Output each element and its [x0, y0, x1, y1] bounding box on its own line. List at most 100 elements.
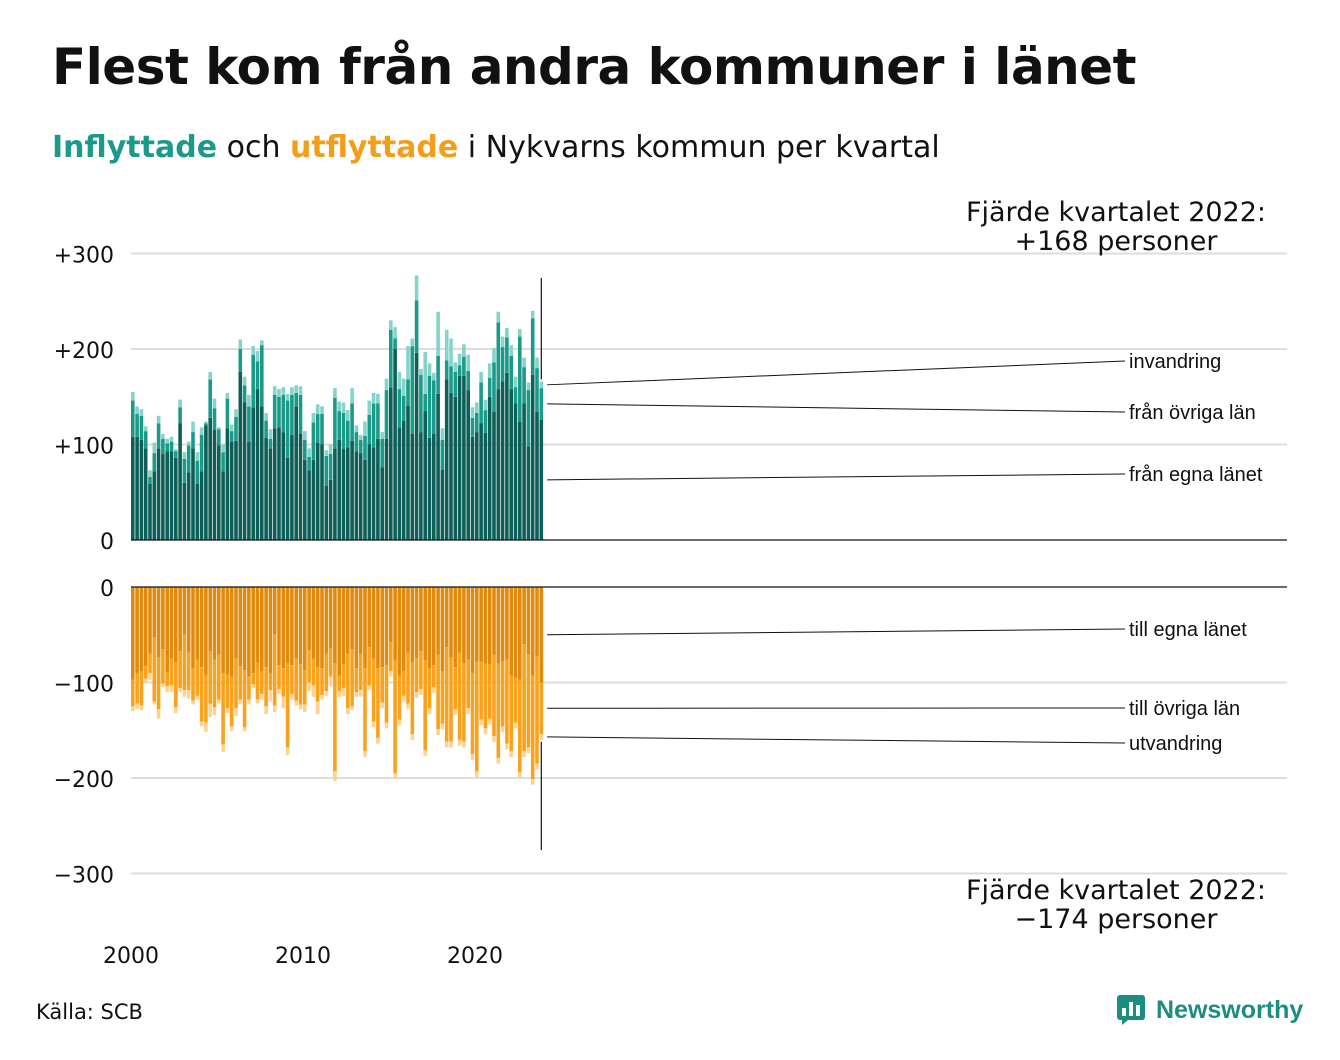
bar-inflyttade-invandring: [221, 444, 225, 453]
labels: från egna länet till egna länet från övrig…: [540, 197, 1266, 935]
bar-inflyttade-invandring: [260, 340, 264, 346]
bar-utflyttade-ovriga-lan: [208, 650, 212, 704]
bar-inflyttade-ovriga-lan: [195, 460, 200, 484]
bar-utflyttade-utvandring: [341, 688, 346, 696]
bar-inflyttade-egna-lanet: [530, 374, 535, 540]
bar-utflyttade-ovriga-lan: [337, 675, 341, 692]
bar-utflyttade-ovriga-lan: [143, 666, 148, 679]
bar-utflyttade-ovriga-lan: [496, 663, 501, 758]
bar-inflyttade-egna-lanet: [535, 412, 539, 540]
bar-utflyttade-ovriga-lan: [320, 668, 324, 695]
bar-utflyttade-egna-lanet: [294, 587, 298, 659]
bar-utflyttade-egna-lanet: [242, 587, 247, 671]
bar-inflyttade-egna-lanet: [186, 472, 191, 540]
bar-utflyttade-utvandring: [380, 702, 384, 709]
bar-utflyttade-utvandring: [522, 751, 526, 757]
bar-utflyttade-egna-lanet: [444, 587, 449, 648]
bar-utflyttade-egna-lanet: [303, 587, 307, 671]
bar-inflyttade-egna-lanet: [242, 402, 247, 540]
bar-utflyttade-utvandring: [337, 691, 341, 697]
bar-inflyttade-invandring: [333, 388, 337, 398]
bar-inflyttade-invandring: [161, 433, 165, 439]
bar-utflyttade-egna-lanet: [354, 587, 359, 669]
bar-inflyttade-invandring: [182, 452, 187, 459]
bar-utflyttade-ovriga-lan: [376, 668, 380, 738]
bar-inflyttade-ovriga-lan: [487, 377, 492, 397]
bar-inflyttade-ovriga-lan: [363, 435, 367, 460]
bar-inflyttade-egna-lanet: [500, 381, 505, 540]
annotation-bottom-line1: Fjärde kvartalet 2022:: [966, 875, 1266, 906]
bar-inflyttade-invandring: [186, 441, 191, 446]
bar-utflyttade-ovriga-lan: [363, 668, 367, 752]
bar-utflyttade-ovriga-lan: [427, 668, 432, 709]
bar-utflyttade-egna-lanet: [156, 587, 161, 658]
bar-utflyttade-egna-lanet: [440, 587, 445, 672]
bar-utflyttade-ovriga-lan: [242, 670, 247, 728]
bar-inflyttade-invandring: [303, 431, 307, 440]
grid-lines: [131, 252, 1287, 875]
bar-inflyttade-egna-lanet: [479, 423, 483, 540]
bar-inflyttade-egna-lanet: [432, 433, 436, 540]
bar-inflyttade-ovriga-lan: [324, 455, 329, 486]
bar-utflyttade-egna-lanet: [238, 587, 243, 667]
bar-inflyttade-ovriga-lan: [346, 420, 350, 448]
bar-utflyttade-egna-lanet: [492, 587, 496, 655]
bar-inflyttade-egna-lanet: [268, 448, 273, 540]
bar-utflyttade-ovriga-lan: [483, 663, 488, 729]
bar-inflyttade-egna-lanet: [260, 406, 264, 540]
bar-utflyttade-egna-lanet: [505, 587, 509, 660]
bar-inflyttade-invandring: [135, 406, 139, 414]
bar-inflyttade-ovriga-lan: [522, 367, 526, 404]
bar-utflyttade-egna-lanet: [135, 587, 139, 673]
bar-inflyttade-invandring: [298, 386, 303, 395]
bar-utflyttade-utvandring: [234, 708, 238, 716]
bar-inflyttade-ovriga-lan: [178, 407, 182, 424]
bar-inflyttade-ovriga-lan: [483, 410, 488, 434]
leader-line-out: [547, 736, 1126, 744]
bar-inflyttade-invandring: [346, 410, 350, 421]
bar-inflyttade-egna-lanet: [419, 432, 423, 540]
bar-inflyttade-ovriga-lan: [255, 361, 260, 390]
bar-utflyttade-ovriga-lan: [229, 676, 234, 727]
bar-inflyttade-invandring: [444, 329, 449, 361]
bar-utflyttade-utvandring: [204, 722, 208, 733]
bar-inflyttade-egna-lanet: [354, 451, 359, 540]
bar-utflyttade-utvandring: [410, 734, 415, 740]
bar-inflyttade-egna-lanet: [363, 459, 367, 540]
bar-inflyttade-egna-lanet: [389, 387, 393, 540]
bar-inflyttade-invandring: [337, 401, 341, 412]
bar-inflyttade-ovriga-lan: [492, 362, 496, 413]
bar-utflyttade-egna-lanet: [217, 587, 221, 655]
bar-inflyttade-invandring: [234, 409, 238, 417]
bar-inflyttade-invandring: [324, 450, 329, 456]
bar-utflyttade-ovriga-lan: [169, 658, 174, 686]
bar-inflyttade-ovriga-lan: [247, 406, 251, 442]
bar-utflyttade-egna-lanet: [315, 587, 320, 668]
bar-utflyttade-ovriga-lan: [247, 676, 251, 700]
bar-utflyttade-utvandring: [393, 773, 397, 779]
bar-inflyttade-ovriga-lan: [475, 412, 479, 433]
bar-utflyttade-egna-lanet: [178, 587, 182, 651]
bar-utflyttade-utvandring: [509, 751, 513, 757]
bar-utflyttade-egna-lanet: [281, 587, 286, 669]
bar-inflyttade-ovriga-lan: [427, 375, 432, 438]
bar-utflyttade-utvandring: [470, 754, 475, 760]
subtitle-utflyttade: utflyttade: [290, 130, 459, 165]
bar-inflyttade-ovriga-lan: [277, 396, 281, 428]
bar-inflyttade-egna-lanet: [251, 407, 255, 540]
bar-inflyttade-invandring: [277, 389, 281, 397]
bar-utflyttade-utvandring: [186, 690, 191, 699]
bar-utflyttade-ovriga-lan: [341, 664, 346, 689]
bar-inflyttade-ovriga-lan: [444, 360, 449, 380]
bar-inflyttade-egna-lanet: [148, 483, 152, 540]
bar-utflyttade-egna-lanet: [139, 587, 144, 672]
bar-inflyttade-ovriga-lan: [186, 445, 191, 473]
axes: 0 +100 +200 +300 0 −100 −200 −300 2000 2010 2020: [54, 244, 1287, 969]
bar-utflyttade-utvandring: [328, 676, 333, 687]
subtitle-rest: i Nykvarns kommun per kvartal: [458, 130, 940, 165]
bar-utflyttade-ovriga-lan: [410, 662, 415, 735]
bar-inflyttade-ovriga-lan: [462, 356, 466, 376]
bar-inflyttade-ovriga-lan: [264, 420, 268, 438]
bar-utflyttade-ovriga-lan: [423, 660, 427, 751]
bar-utflyttade-ovriga-lan: [440, 671, 445, 724]
